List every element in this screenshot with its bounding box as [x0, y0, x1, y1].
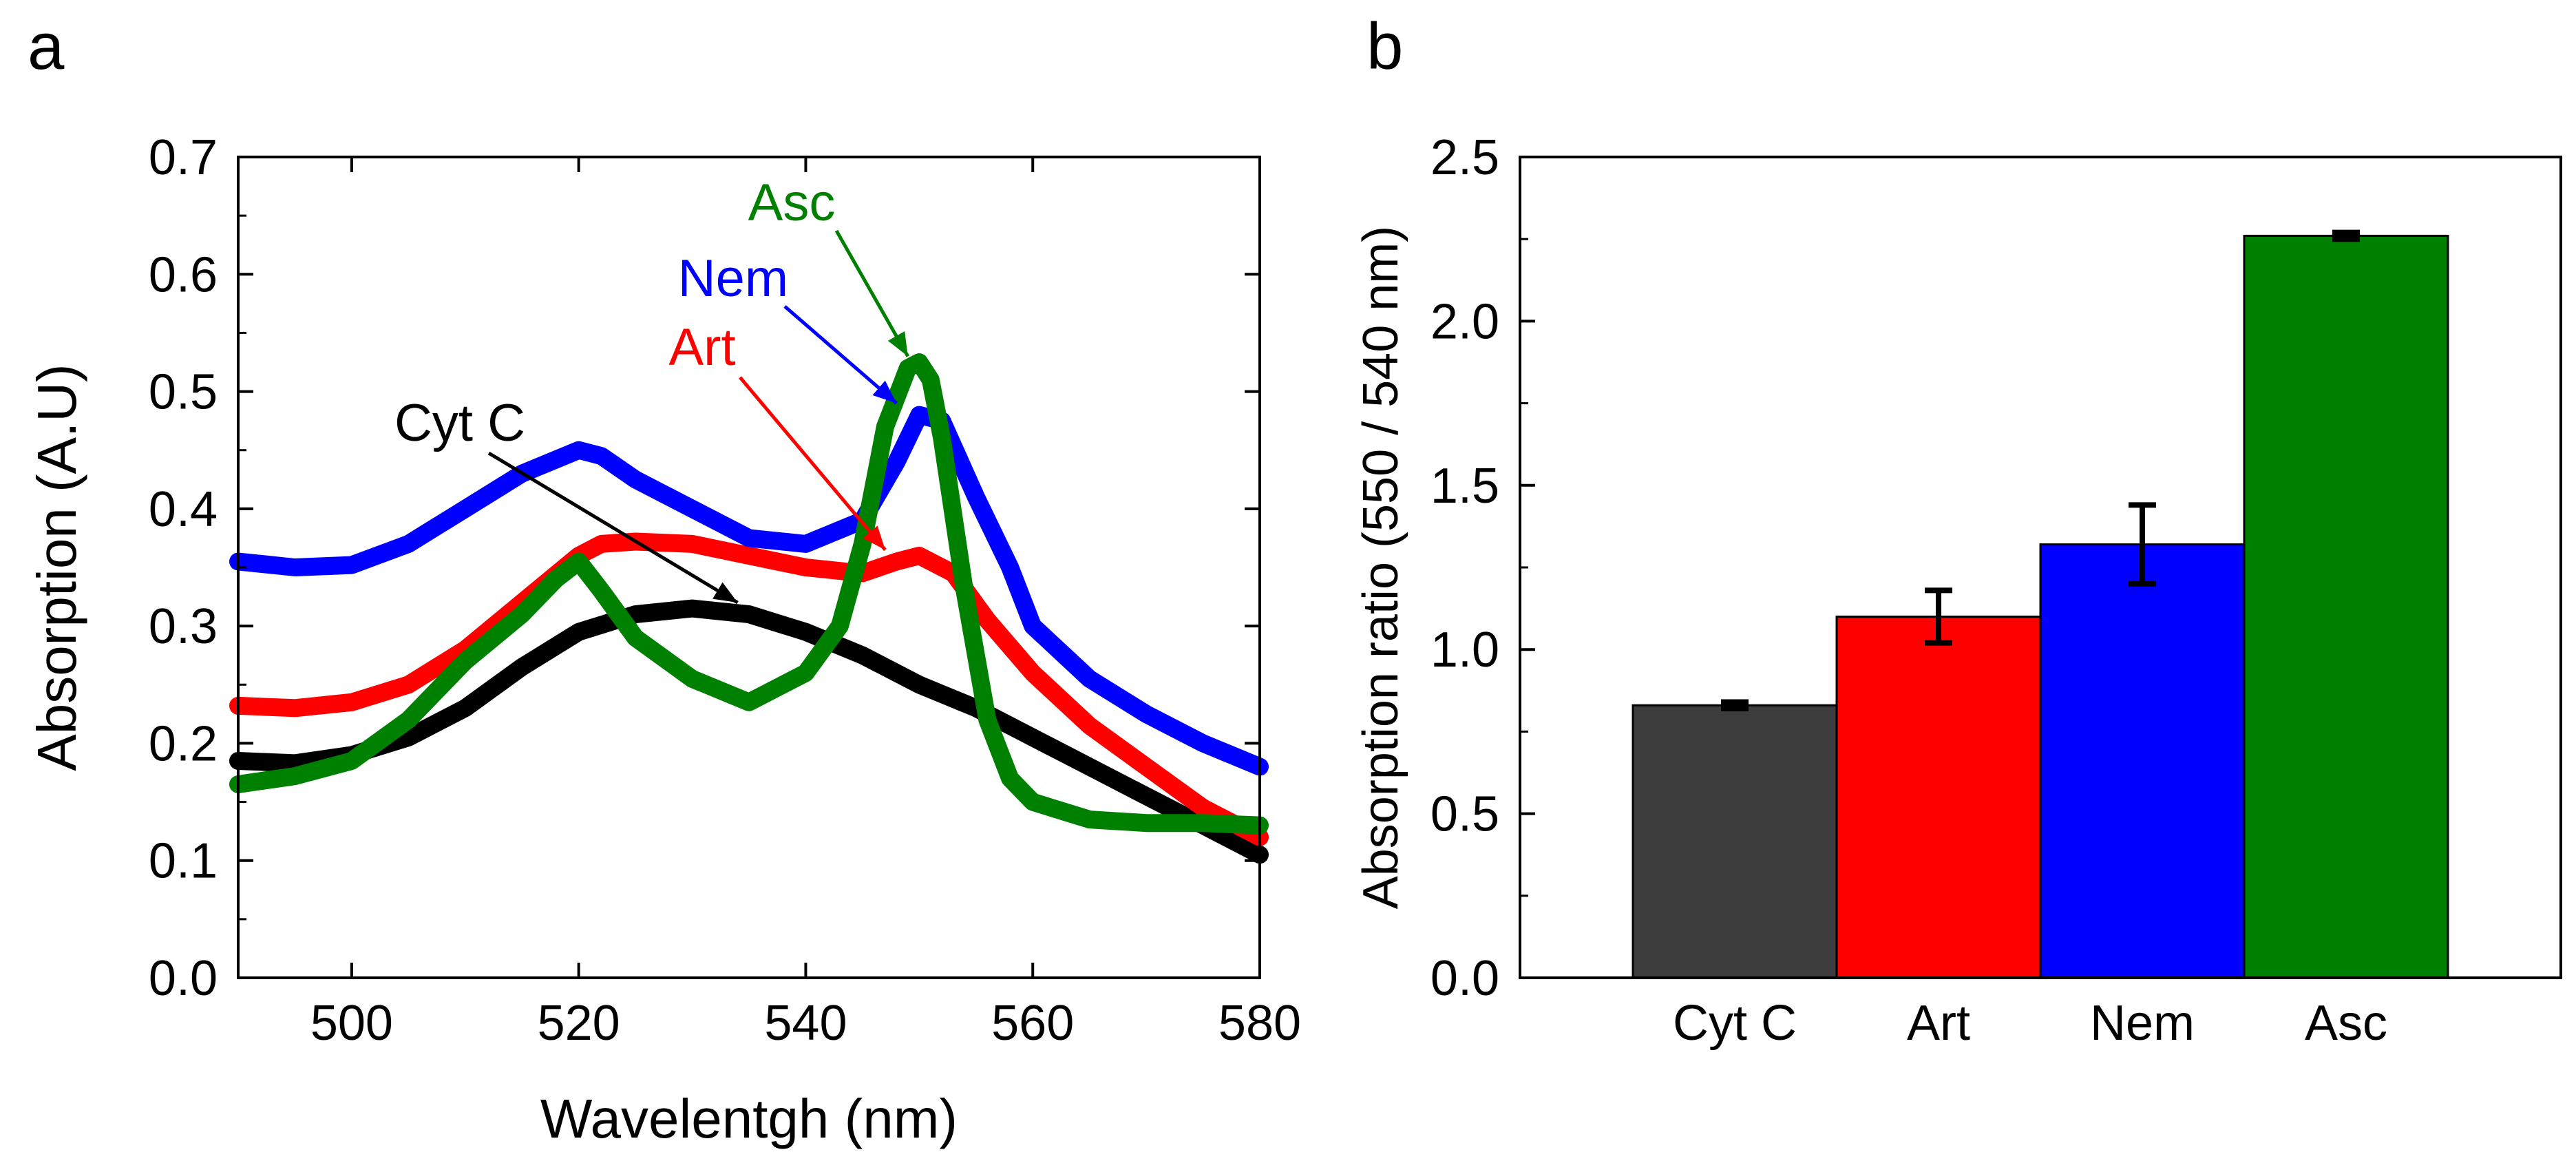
error-bar-cyt-c: [1721, 699, 1749, 712]
y-tick-label: 0.0: [149, 951, 218, 1006]
panel-a-line-chart: a 500 520 540 560 580 0.0 0.1 0.2 0.3 0.4 0.5 0.6 0.…: [26, 10, 1301, 1149]
bar-nem: [2039, 543, 2246, 979]
series-line-asc: [229, 353, 1269, 835]
x-tick-label: 500: [310, 996, 393, 1051]
bar-cyt-c: [1632, 704, 1838, 979]
y-tick-label: 0.3: [149, 599, 218, 654]
y-tick-label: 2.0: [1430, 294, 1499, 349]
y-tick-label: 0.0: [1430, 951, 1499, 1006]
x-category-label-nem: Nem: [2090, 996, 2195, 1051]
annotation-arrowhead-nem: [872, 380, 897, 404]
error-bar-asc: [2332, 229, 2360, 242]
y-tick-label: 2.5: [1430, 130, 1499, 185]
annotation-label-nem: Nem: [678, 249, 788, 308]
y-tick-label: 1.5: [1430, 459, 1499, 514]
annotation-label-art: Art: [668, 318, 735, 377]
x-tick-label: 520: [538, 996, 620, 1051]
x-tick-label: 540: [764, 996, 847, 1051]
x-tick-label: 580: [1218, 996, 1301, 1051]
x-category-label-asc: Asc: [2305, 996, 2387, 1051]
annotation-arrow-asc: [834, 229, 910, 357]
error-bar-art: [1925, 587, 1952, 646]
y-tick-label: 0.6: [149, 247, 218, 302]
annotation-arrow-art: [739, 376, 887, 552]
y-tick-label: 0.4: [149, 482, 218, 537]
series-line-art: [229, 532, 1269, 846]
series-line-nem: [229, 406, 1269, 776]
x-category-label-cyt-c: Cyt C: [1673, 996, 1797, 1051]
y-tick-label: 0.5: [149, 365, 218, 420]
x-tick-label: 560: [991, 996, 1074, 1051]
annotation-nem: Nem: [678, 249, 898, 405]
panel-b-bar-chart: b Cyt C Art Nem Asc 0.0 0.5 1.0 1.5 2.0 2.5 Absor…: [1353, 10, 2562, 1051]
annotation-art: Art: [668, 318, 887, 552]
annotation-arrowhead-art: [863, 525, 885, 550]
annotation-arrow-cyt-c: [487, 451, 739, 605]
annotation-label-asc: Asc: [748, 174, 836, 232]
series-line-cyt-c: [229, 599, 1269, 864]
annotation-asc: Asc: [748, 174, 910, 357]
annotation-arrow-nem: [783, 305, 898, 405]
annotation-label-cyt-c: Cyt C: [394, 394, 525, 452]
annotation-cyt-c: Cyt C: [394, 394, 739, 605]
bar-art: [1835, 616, 2042, 979]
panel-b-label: b: [1366, 10, 1403, 83]
y-tick-label: 0.2: [149, 716, 218, 771]
y-tick-label: 0.1: [149, 834, 218, 889]
y-tick-label: 0.5: [1430, 787, 1499, 842]
x-category-label-art: Art: [1907, 996, 1970, 1051]
error-bar-nem: [2129, 502, 2156, 587]
panel-a-label: a: [28, 10, 65, 83]
y-tick-label: 1.0: [1430, 622, 1499, 678]
panel-b-y-axis-label: Absorption ratio (550 / 540 nm): [1353, 226, 1408, 910]
bar-asc: [2243, 234, 2449, 979]
panel-a-y-axis-label: Absorption (A.U): [26, 364, 87, 771]
panel-a-x-axis-label: Wavelentgh (nm): [540, 1088, 958, 1149]
y-tick-label: 0.7: [149, 130, 218, 185]
annotation-arrowhead-cyt-c: [712, 582, 738, 603]
annotation-arrowhead-asc: [887, 331, 908, 357]
